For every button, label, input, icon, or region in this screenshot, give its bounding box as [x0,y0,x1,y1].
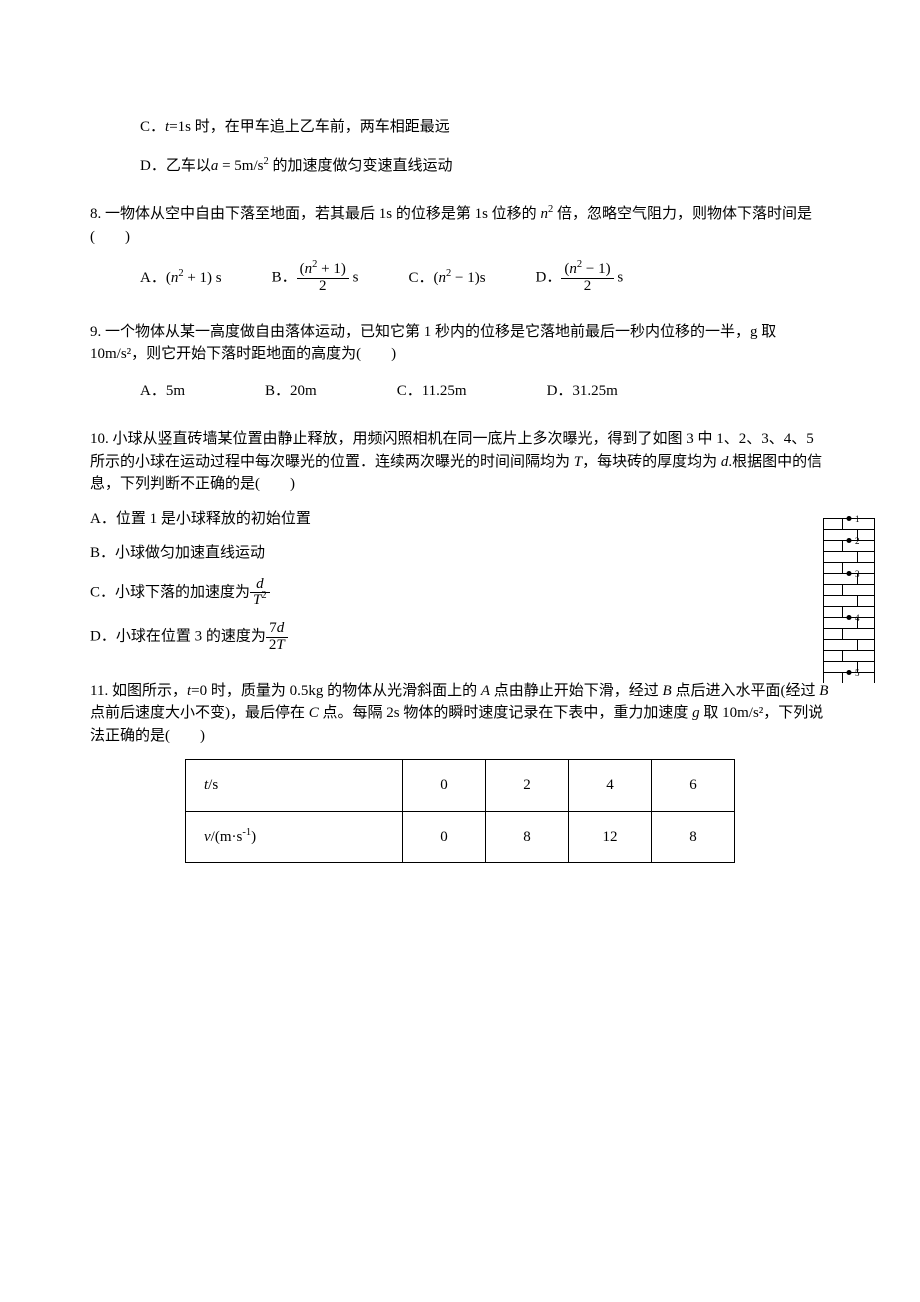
v-header: v/(m·s-1) [186,811,403,863]
q9-option-c: C．11.25m [397,380,467,403]
brick-row [823,650,875,661]
ball-label: 3 [855,568,860,582]
q10-c-den-exp: 2 [261,590,266,601]
q8-d-n: n [569,261,577,277]
q7-d-post: 的加速度做匀变速直线运动 [269,158,453,174]
ball-marker [847,670,852,675]
q8-d-unit: s [614,270,624,286]
q8-b-npp: + 1) [317,261,345,277]
brick-row [823,628,875,639]
v-sym: v [204,829,211,845]
v-cell: 0 [403,811,486,863]
q11-s5: 点前后速度大小不变)，最后停在 [90,705,309,721]
q8-d-npp: − 1) [582,261,610,277]
table-row-t: t/s 0246 [186,760,735,812]
q7-d-pre: D．乙车以 [140,158,211,174]
t-header: t/s [186,760,403,812]
q7-option-d: D．乙车以a = 5m/s2 的加速度做匀变速直线运动 [140,155,830,178]
brick-row [823,639,875,650]
q8-d-label: D． [536,270,562,286]
t-cell: 2 [486,760,569,812]
q8-a-plus: + 1) s [184,270,222,286]
q8-c-minus: − 1)s [451,270,485,286]
q10-stem-mid: ，每块砖的厚度均为 [582,454,721,470]
q8-d-den: 2 [561,279,613,295]
q10-options-block: A．位置 1 是小球释放的初始位置 B．小球做匀加速直线运动 C．小球下落的加速… [90,508,830,654]
q11-s3: 点由静止开始下滑，经过 [490,683,663,699]
q10-c-pre: C．小球下落的加速度为 [90,584,250,600]
ball-marker [847,615,852,620]
q10-stem-T: T [574,454,582,470]
ball-label: 5 [855,667,860,681]
q11-stem: 11. 如图所示，t=0 时，质量为 0.5kg 的物体从光滑斜面上的 A 点由… [90,680,830,748]
q10-option-c: C．小球下落的加速度为dT2 [90,577,830,610]
q8-stem-n: n [540,206,548,222]
q11-B2: B [819,683,828,699]
q11-B: B [663,683,672,699]
q10-d-pre: D．小球在位置 3 的速度为 [90,629,266,645]
q8-stem-pre: 8. 一物体从空中自由下落至地面，若其最后 1s 的位移是第 1s 位移的 [90,206,540,222]
q11-s1: 11. 如图所示， [90,683,187,699]
ball-marker [847,538,852,543]
q8-b-den: 2 [297,279,349,295]
q10-option-d: D．小球在位置 3 的速度为7d2T [90,621,830,654]
q7-c-label: C． [140,119,165,135]
q8-stem: 8. 一物体从空中自由下落至地面，若其最后 1s 的位移是第 1s 位移的 n2… [90,203,830,248]
q11-s2: =0 时，质量为 0.5kg 的物体从光滑斜面上的 [191,683,481,699]
q10-d-7: 7 [269,620,277,636]
q9-option-a: A．5m [140,380,185,403]
v-cell: 8 [486,811,569,863]
ball-label: 1 [855,513,860,527]
q9-option-d: D．31.25m [547,380,618,403]
q8-b-unit: s [349,270,359,286]
brick-row [823,551,875,562]
q10-d-T: T [276,637,284,653]
q10-c-num: d [250,577,270,594]
ball-label: 4 [855,612,860,626]
v-cell: 8 [652,811,735,863]
v-unit: /(m·s [211,829,243,845]
q10-option-b: B．小球做匀加速直线运动 [90,542,830,565]
q8-option-b: B．(n2 + 1)2 s [272,262,359,295]
t-cell: 4 [569,760,652,812]
q8-option-d: D．(n2 − 1)2 s [536,262,624,295]
q8-options: A．(n2 + 1) s B．(n2 + 1)2 s C．(n2 − 1)s D… [140,262,830,295]
t-unit: /s [208,777,218,793]
q11-s6: 点。每隔 2s 物体的瞬时速度记录在下表中，重力加速度 [319,705,692,721]
q8-option-c: C．(n2 − 1)s [408,267,485,290]
q8-b-label: B． [272,270,297,286]
t-cell: 6 [652,760,735,812]
q10-stem: 10. 小球从竖直砖墙某位置由静止释放，用频闪照相机在同一底片上多次曝光，得到了… [90,428,830,496]
q9-option-b: B．20m [265,380,317,403]
brick-row [823,595,875,606]
q7-d-eq: = 5m/s [218,158,263,174]
q10-option-a: A．位置 1 是小球释放的初始位置 [90,508,830,531]
q9-stem: 9. 一个物体从某一高度做自由落体运动，已知它第 1 秒内的位移是它落地前最后一… [90,321,830,366]
v-close: ) [251,829,256,845]
q10-d-d: d [277,620,285,636]
q11-C: C [309,705,319,721]
q9-options: A．5m B．20m C．11.25m D．31.25m [140,380,830,403]
q11-s4: 点后进入水平面(经过 [672,683,820,699]
v-cell: 12 [569,811,652,863]
t-cell: 0 [403,760,486,812]
brick-row [823,584,875,595]
ball-marker [847,571,852,576]
q11-g: g [692,705,700,721]
q8-c-label: C． [408,270,433,286]
v-exp: -1 [242,827,251,838]
ball-label: 2 [855,535,860,549]
q8-c-n: n [438,270,446,286]
q11-data-table: t/s 0246 v/(m·s-1) 08128 [185,759,735,863]
q8-a-label: A． [140,270,166,286]
ball-marker [847,516,852,521]
q8-option-a: A．(n2 + 1) s [140,267,222,290]
q11-A: A [481,683,490,699]
q7-c-text: =1s 时，在甲车追上乙车前，两车相距最远 [169,119,450,135]
brick-wall-figure: 12345 [823,518,875,683]
q7-option-c: C．t=1s 时，在甲车追上乙车前，两车相距最远 [140,116,830,139]
table-row-v: v/(m·s-1) 08128 [186,811,735,863]
